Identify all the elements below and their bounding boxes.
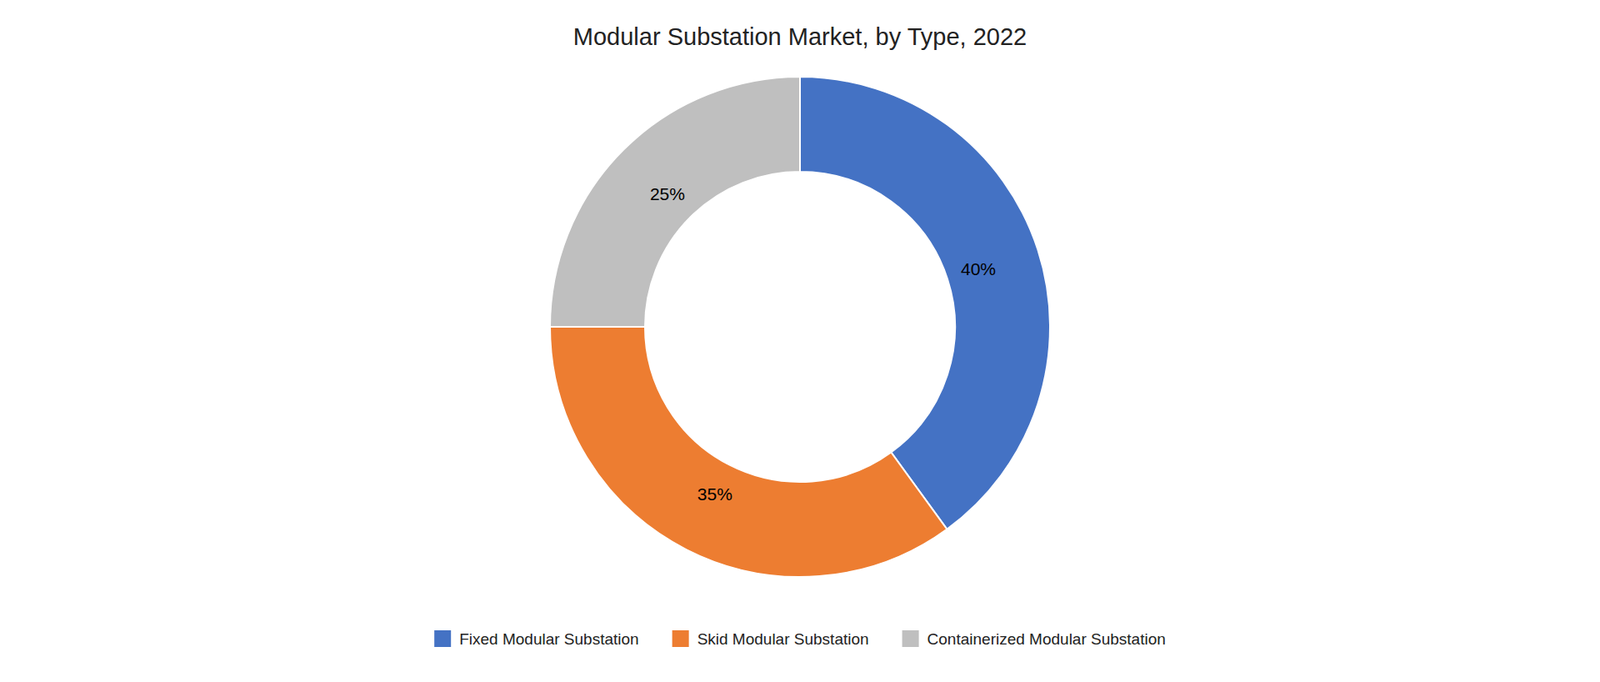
legend-label: Containerized Modular Substation	[927, 630, 1166, 648]
slice	[550, 76, 800, 327]
slice	[800, 76, 1050, 530]
data-label: 40%	[960, 259, 996, 279]
legend-label: Fixed Modular Substation	[459, 630, 639, 648]
chart-canvas: Modular Substation Market, by Type, 2022…	[0, 0, 1600, 682]
legend-swatch	[434, 630, 451, 647]
title: Modular Substation Market, by Type, 2022	[573, 23, 1027, 50]
slice	[550, 326, 947, 577]
data-labels: 40% 35% 25%	[650, 184, 996, 504]
legend-label: Skid Modular Substation	[697, 630, 870, 648]
background	[0, 0, 1600, 682]
slices	[550, 76, 1050, 577]
data-label: 35%	[697, 484, 733, 504]
legend: Fixed Modular Substation Skid Modular Sub…	[434, 630, 1166, 648]
legend-swatch	[672, 630, 690, 647]
legend-swatch	[902, 630, 920, 647]
legend-item: Skid Modular Substation	[672, 630, 870, 648]
data-label: 25%	[650, 184, 685, 204]
legend-item: Containerized Modular Substation	[902, 630, 1166, 648]
legend-item: Fixed Modular Substation	[434, 630, 639, 648]
